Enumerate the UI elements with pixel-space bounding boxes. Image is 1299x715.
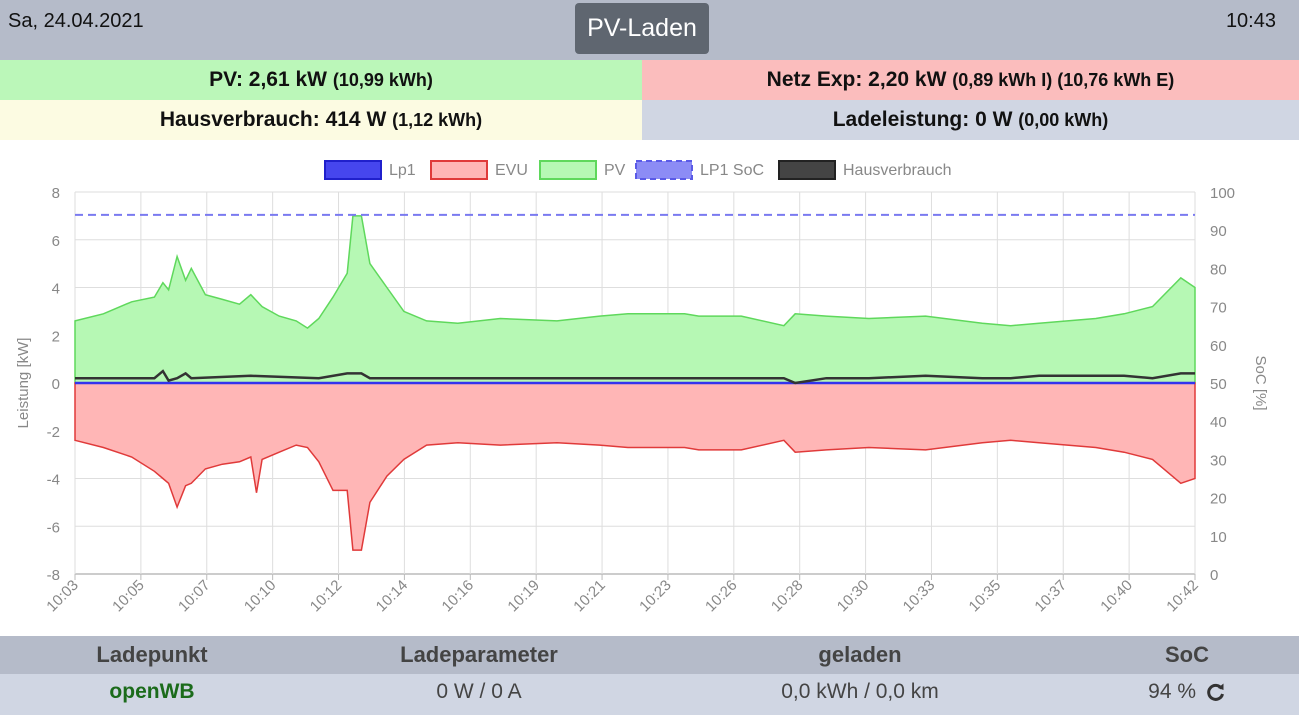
x-tick-label: 10:23 [636, 577, 675, 616]
x-tick-label: 10:33 [900, 577, 939, 616]
pv-power: PV: 2,61 kW [209, 68, 327, 91]
house-power: Hausverbrauch: 414 W [159, 108, 387, 131]
x-tick-label: 10:42 [1163, 577, 1202, 616]
series-pv-area [74, 215, 1196, 384]
x-tick-label: 10:40 [1097, 577, 1136, 616]
legend-label: Lp1 [389, 162, 416, 179]
x-tick-label: 10:37 [1031, 577, 1070, 616]
x-tick-label: 10:30 [834, 577, 873, 616]
legend-item: PV [539, 160, 626, 180]
charge-power: Ladeleistung: 0 W [832, 108, 1013, 131]
y-tick-label: -6 [47, 519, 60, 536]
time-label: 10:43 [1225, 10, 1276, 32]
y2-tick-label: 40 [1210, 414, 1227, 431]
legend-label: EVU [495, 162, 528, 179]
ladepunkt-name[interactable]: openWB [109, 680, 195, 703]
y-tick-label: 2 [52, 328, 60, 345]
y-tick-label: 0 [52, 376, 60, 393]
y2-axis-label: SoC [%] [1252, 355, 1269, 410]
y-tick-label: -8 [47, 567, 60, 584]
legend-swatch [539, 160, 597, 180]
legend-label: PV [604, 162, 626, 179]
top-bar: Sa, 24.04.2021 PV-Laden 10:43 [0, 0, 1299, 60]
x-tick-label: 10:35 [966, 577, 1005, 616]
x-tick-label: 10:21 [570, 577, 609, 616]
y2-tick-label: 20 [1210, 491, 1227, 508]
y2-tick-label: 30 [1210, 452, 1227, 469]
grid-summary: Netz Exp: 2,20 kW (0,89 kWh I) (10,76 kW… [642, 60, 1299, 100]
ladepunkt-table-header: Ladepunkt Ladeparameter geladen SoC [0, 636, 1299, 674]
series-hausverbrauch-line [75, 369, 1195, 385]
house-summary: Hausverbrauch: 414 W (1,12 kWh) [0, 100, 642, 140]
y-tick-label: -2 [47, 424, 60, 441]
y2-tick-label: 80 [1210, 261, 1227, 278]
legend-item: Hausverbrauch [778, 160, 952, 180]
grid-energy: (0,89 kWh I) (10,76 kWh E) [952, 70, 1175, 90]
y-tick-label: 8 [52, 185, 60, 202]
y2-tick-label: 90 [1210, 223, 1227, 240]
x-tick-label: 10:05 [109, 577, 148, 616]
y-tick-label: 4 [52, 281, 60, 298]
x-tick-label: 10:12 [307, 577, 346, 616]
y2-tick-label: 100 [1210, 185, 1235, 202]
house-energy: (1,12 kWh) [392, 110, 483, 130]
y2-tick-label: 50 [1210, 376, 1227, 393]
col-header-ladeparameter: Ladeparameter [400, 642, 558, 667]
x-tick-label: 10:26 [702, 577, 741, 616]
y-tick-label: 6 [52, 233, 60, 250]
grid-power: Netz Exp: 2,20 kW [766, 68, 947, 91]
y2-tick-label: 10 [1210, 529, 1227, 546]
y2-tick-label: 60 [1210, 338, 1227, 355]
pv-summary: PV: 2,61 kW (10,99 kWh) [0, 60, 642, 100]
legend-item: Lp1 [324, 160, 416, 180]
x-tick-label: 10:14 [373, 577, 412, 616]
legend-swatch [635, 160, 693, 180]
ladepunkt-charged: 0,0 kWh / 0,0 km [781, 680, 939, 703]
refresh-icon[interactable] [1206, 682, 1226, 702]
col-header-geladen: geladen [818, 642, 902, 667]
y-tick-label: -4 [47, 472, 60, 489]
x-tick-label: 10:10 [241, 577, 280, 616]
ladepunkt-parameters: 0 W / 0 A [436, 680, 522, 703]
pv-energy: (10,99 kWh) [332, 70, 433, 90]
y2-tick-label: 0 [1210, 567, 1218, 584]
col-header-ladepunkt: Ladepunkt [96, 642, 208, 667]
legend-swatch [324, 160, 382, 180]
charge-mode-button[interactable]: PV-Laden [575, 3, 709, 54]
charge-energy: (0,00 kWh) [1018, 110, 1109, 130]
legend-label: Hausverbrauch [843, 162, 952, 179]
col-header-soc: SoC [1165, 642, 1209, 667]
legend-swatch [778, 160, 836, 180]
x-tick-label: 10:19 [504, 577, 543, 616]
series-evu-area [74, 382, 1196, 551]
ladepunkt-soc: 94 % [1087, 674, 1287, 710]
legend-item: LP1 SoC [635, 160, 764, 180]
legend-item: EVU [430, 160, 528, 180]
y-axis-label: Leistung [kW] [15, 338, 32, 429]
x-tick-label: 10:07 [175, 577, 214, 616]
y2-tick-label: 70 [1210, 300, 1227, 317]
legend-swatch [430, 160, 488, 180]
x-tick-label: 10:28 [768, 577, 807, 616]
charge-summary: Ladeleistung: 0 W (0,00 kWh) [642, 100, 1299, 140]
date-label: Sa, 24.04.2021 [8, 10, 144, 32]
soc-value: 94 % [1148, 680, 1197, 703]
x-tick-label: 10:16 [439, 577, 478, 616]
table-row[interactable]: openWB 0 W / 0 A 0,0 kWh / 0,0 km 94 % [0, 674, 1299, 715]
legend-label: LP1 SoC [700, 162, 764, 179]
